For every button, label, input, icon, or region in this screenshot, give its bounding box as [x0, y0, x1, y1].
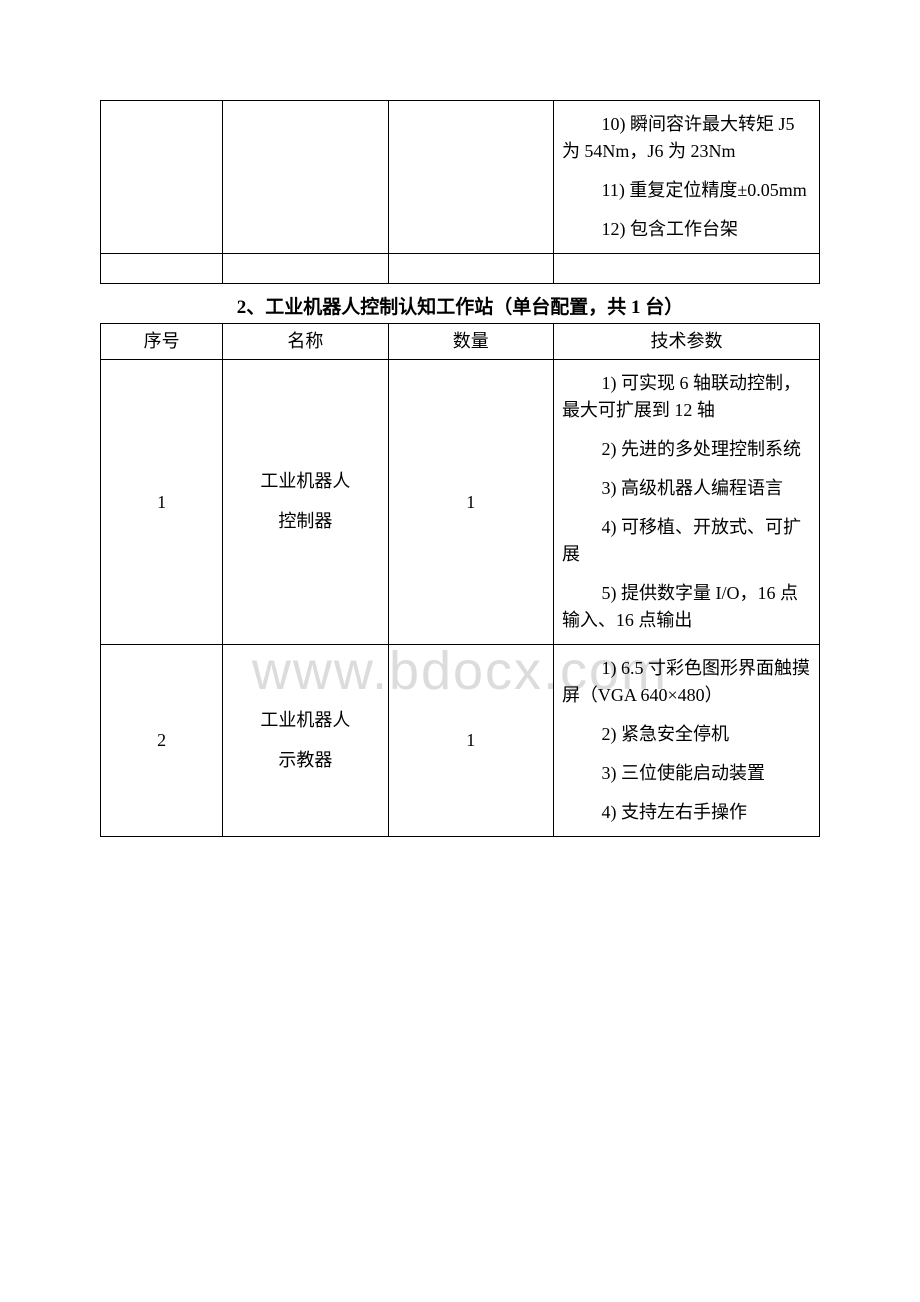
section-2-title: 2、工业机器人控制认知工作站（单台配置，共 1 台） — [100, 292, 820, 319]
cell-qty — [388, 101, 553, 254]
param-text: 3) 高级机器人编程语言 — [562, 475, 811, 502]
header-name: 名称 — [223, 324, 388, 360]
table-empty-row — [101, 254, 820, 284]
table-2: 序号 名称 数量 技术参数 1 工业机器人 控制器 1 1) 可实现 6 轴联动… — [100, 323, 820, 837]
empty-cell — [553, 254, 819, 284]
cell-name — [223, 101, 388, 254]
name-line-1: 工业机器人 — [260, 471, 350, 491]
cell-params: 1) 可实现 6 轴联动控制，最大可扩展到 12 轴 2) 先进的多处理控制系统… — [553, 360, 819, 645]
empty-cell — [223, 254, 388, 284]
param-text: 5) 提供数字量 I/O，16 点输入、16 点输出 — [562, 580, 811, 634]
cell-qty: 1 — [388, 360, 553, 645]
cell-params: 10) 瞬间容许最大转矩 J5 为 54Nm，J6 为 23Nm 11) 重复定… — [553, 101, 819, 254]
param-text: 2) 先进的多处理控制系统 — [562, 436, 811, 463]
param-text: 11) 重复定位精度±0.05mm — [562, 177, 811, 204]
cell-seq: 2 — [101, 645, 223, 837]
param-text: 4) 支持左右手操作 — [562, 799, 811, 826]
cell-seq: 1 — [101, 360, 223, 645]
header-qty: 数量 — [388, 324, 553, 360]
empty-cell — [388, 254, 553, 284]
param-text: 1) 6.5 寸彩色图形界面触摸屏（VGA 640×480） — [562, 655, 811, 709]
table-row: 2 工业机器人 示教器 1 1) 6.5 寸彩色图形界面触摸屏（VGA 640×… — [101, 645, 820, 837]
table-row: 1 工业机器人 控制器 1 1) 可实现 6 轴联动控制，最大可扩展到 12 轴… — [101, 360, 820, 645]
header-params: 技术参数 — [553, 324, 819, 360]
name-line-2: 示教器 — [278, 750, 332, 770]
name-line-2: 控制器 — [278, 511, 332, 531]
table-header-row: 序号 名称 数量 技术参数 — [101, 324, 820, 360]
name-line-1: 工业机器人 — [260, 710, 350, 730]
param-text: 3) 三位使能启动装置 — [562, 760, 811, 787]
cell-name: 工业机器人 示教器 — [223, 645, 388, 837]
param-text: 10) 瞬间容许最大转矩 J5 为 54Nm，J6 为 23Nm — [562, 111, 811, 165]
param-text: 4) 可移植、开放式、可扩展 — [562, 514, 811, 568]
header-seq: 序号 — [101, 324, 223, 360]
table-1: 10) 瞬间容许最大转矩 J5 为 54Nm，J6 为 23Nm 11) 重复定… — [100, 100, 820, 284]
param-text: 1) 可实现 6 轴联动控制，最大可扩展到 12 轴 — [562, 370, 811, 424]
param-text: 12) 包含工作台架 — [562, 216, 811, 243]
cell-params: 1) 6.5 寸彩色图形界面触摸屏（VGA 640×480） 2) 紧急安全停机… — [553, 645, 819, 837]
cell-qty: 1 — [388, 645, 553, 837]
empty-cell — [101, 254, 223, 284]
cell-name: 工业机器人 控制器 — [223, 360, 388, 645]
param-text: 2) 紧急安全停机 — [562, 721, 811, 748]
cell-seq — [101, 101, 223, 254]
table-row: 10) 瞬间容许最大转矩 J5 为 54Nm，J6 为 23Nm 11) 重复定… — [101, 101, 820, 254]
